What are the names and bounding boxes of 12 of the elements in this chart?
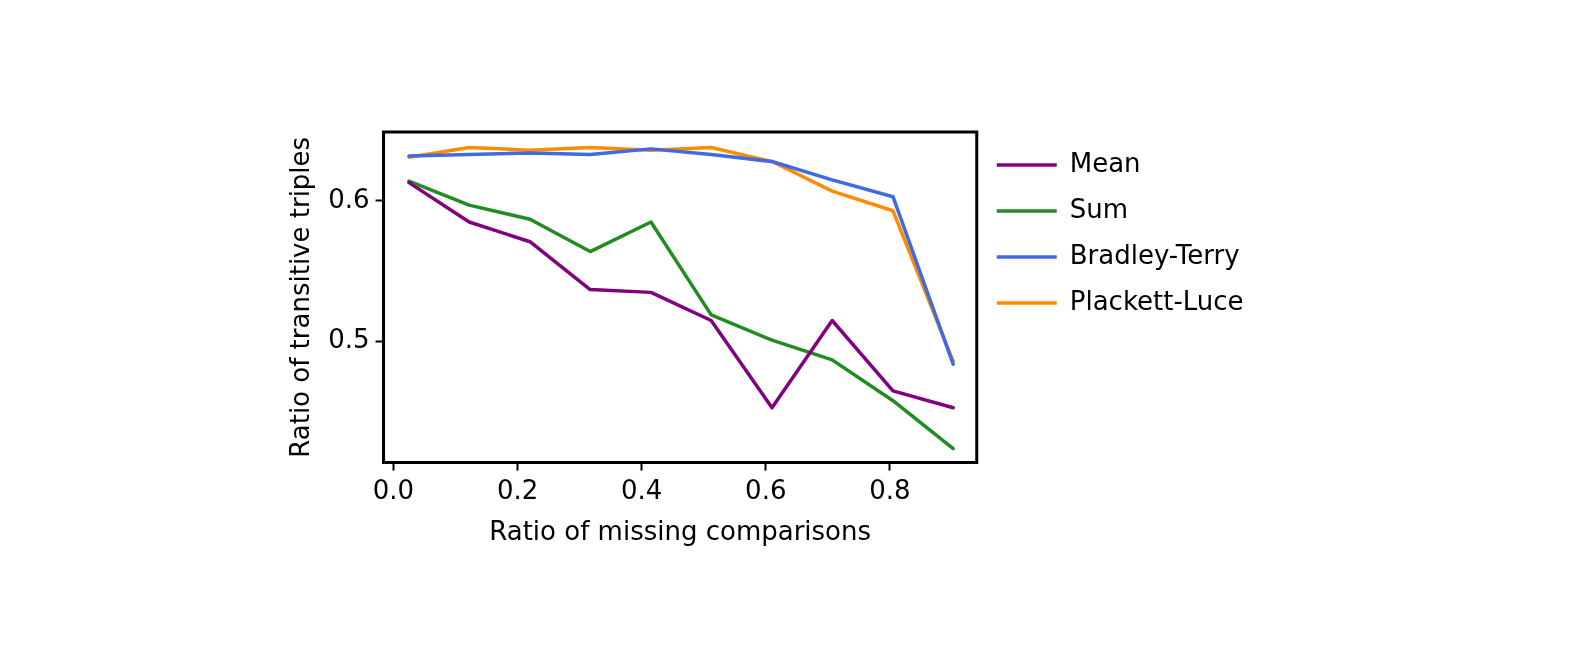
x-tick-label: 0.8	[869, 474, 911, 505]
legend-label: Bradley-Terry	[1069, 239, 1240, 270]
legend-label: Sum	[1069, 193, 1129, 224]
x-tick-label: 0.0	[372, 474, 415, 505]
y-tick-label: 0.5	[328, 324, 370, 355]
x-tick-label: 0.4	[621, 474, 663, 505]
y-axis-title: Ratio of transitive triples	[285, 136, 316, 458]
x-tick-label: 0.2	[496, 474, 539, 505]
x-axis-title: Ratio of missing comparisons	[489, 516, 872, 547]
legend-label: Mean	[1069, 147, 1141, 178]
x-tick-label: 0.6	[745, 474, 787, 505]
legend-label: Plackett-Luce	[1069, 285, 1244, 316]
